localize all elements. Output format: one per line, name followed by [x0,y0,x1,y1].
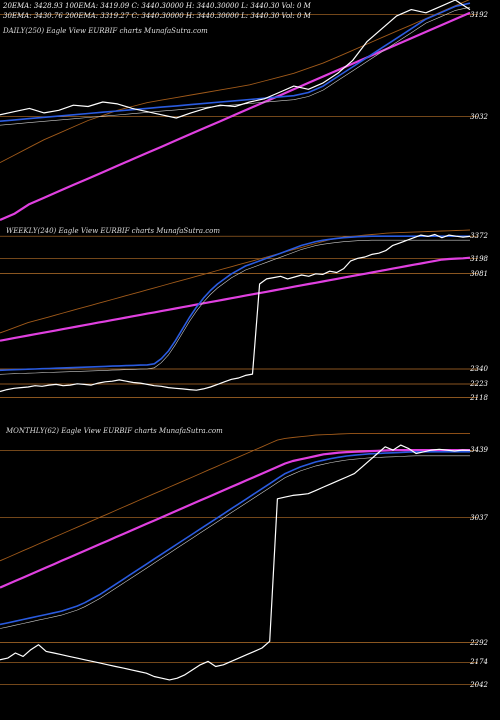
weekly-ema-pink-line [0,256,471,342]
weekly-level-label-1: 3198 [470,254,488,263]
weekly-ema-orange-line [0,229,471,334]
weekly-panel-title: WEEKLY(240) Eagle View EURBIF charts Mun… [6,227,221,235]
monthly-level-label-0: 3439 [470,446,488,455]
weekly-level-label-2: 3081 [470,269,488,278]
daily-ema-rail-line [0,6,471,126]
daily-price-line [0,0,471,119]
daily-ema-orange-line [0,0,470,163]
weekly-level-label-3: 2340 [470,364,488,373]
monthly-level-label-4: 2042 [470,680,488,689]
daily-level-label-1: 3032 [470,112,488,121]
indicator-row-2: 30EMA: 3430.76 200EMA: 3319.27 C: 3440.3… [3,12,311,20]
daily-ema-pink-line [0,11,471,222]
monthly-ema-pink-line [0,449,470,589]
monthly-ema-blue-line [0,450,470,626]
weekly-ema-rail-line [0,239,470,375]
monthly-ema-orange-line [0,432,470,562]
weekly-price-line [0,233,471,393]
weekly-level-label-5: 2118 [470,393,488,402]
monthly-ema-rail-line [0,455,470,629]
monthly-level-label-1: 3037 [470,513,488,522]
weekly-ema-blue-line [0,235,470,372]
indicator-row-1: 20EMA: 3428.93 100EMA: 3419.09 C: 3440.3… [3,2,311,10]
daily-level-label-0: 3192 [470,10,488,19]
monthly-level-label-2: 2292 [470,638,488,647]
monthly-price-line [0,444,471,681]
daily-panel-title: DAILY(250) Eagle View EURBIF charts Muna… [3,27,208,35]
daily-ema-blue-line [0,2,471,122]
weekly-level-label-0: 3372 [470,232,488,241]
monthly-level-label-3: 2174 [470,658,488,667]
monthly-panel-title: MONTHLY(62) Eagle View EURBIF charts Mun… [6,427,223,435]
weekly-level-label-4: 2223 [470,380,488,389]
